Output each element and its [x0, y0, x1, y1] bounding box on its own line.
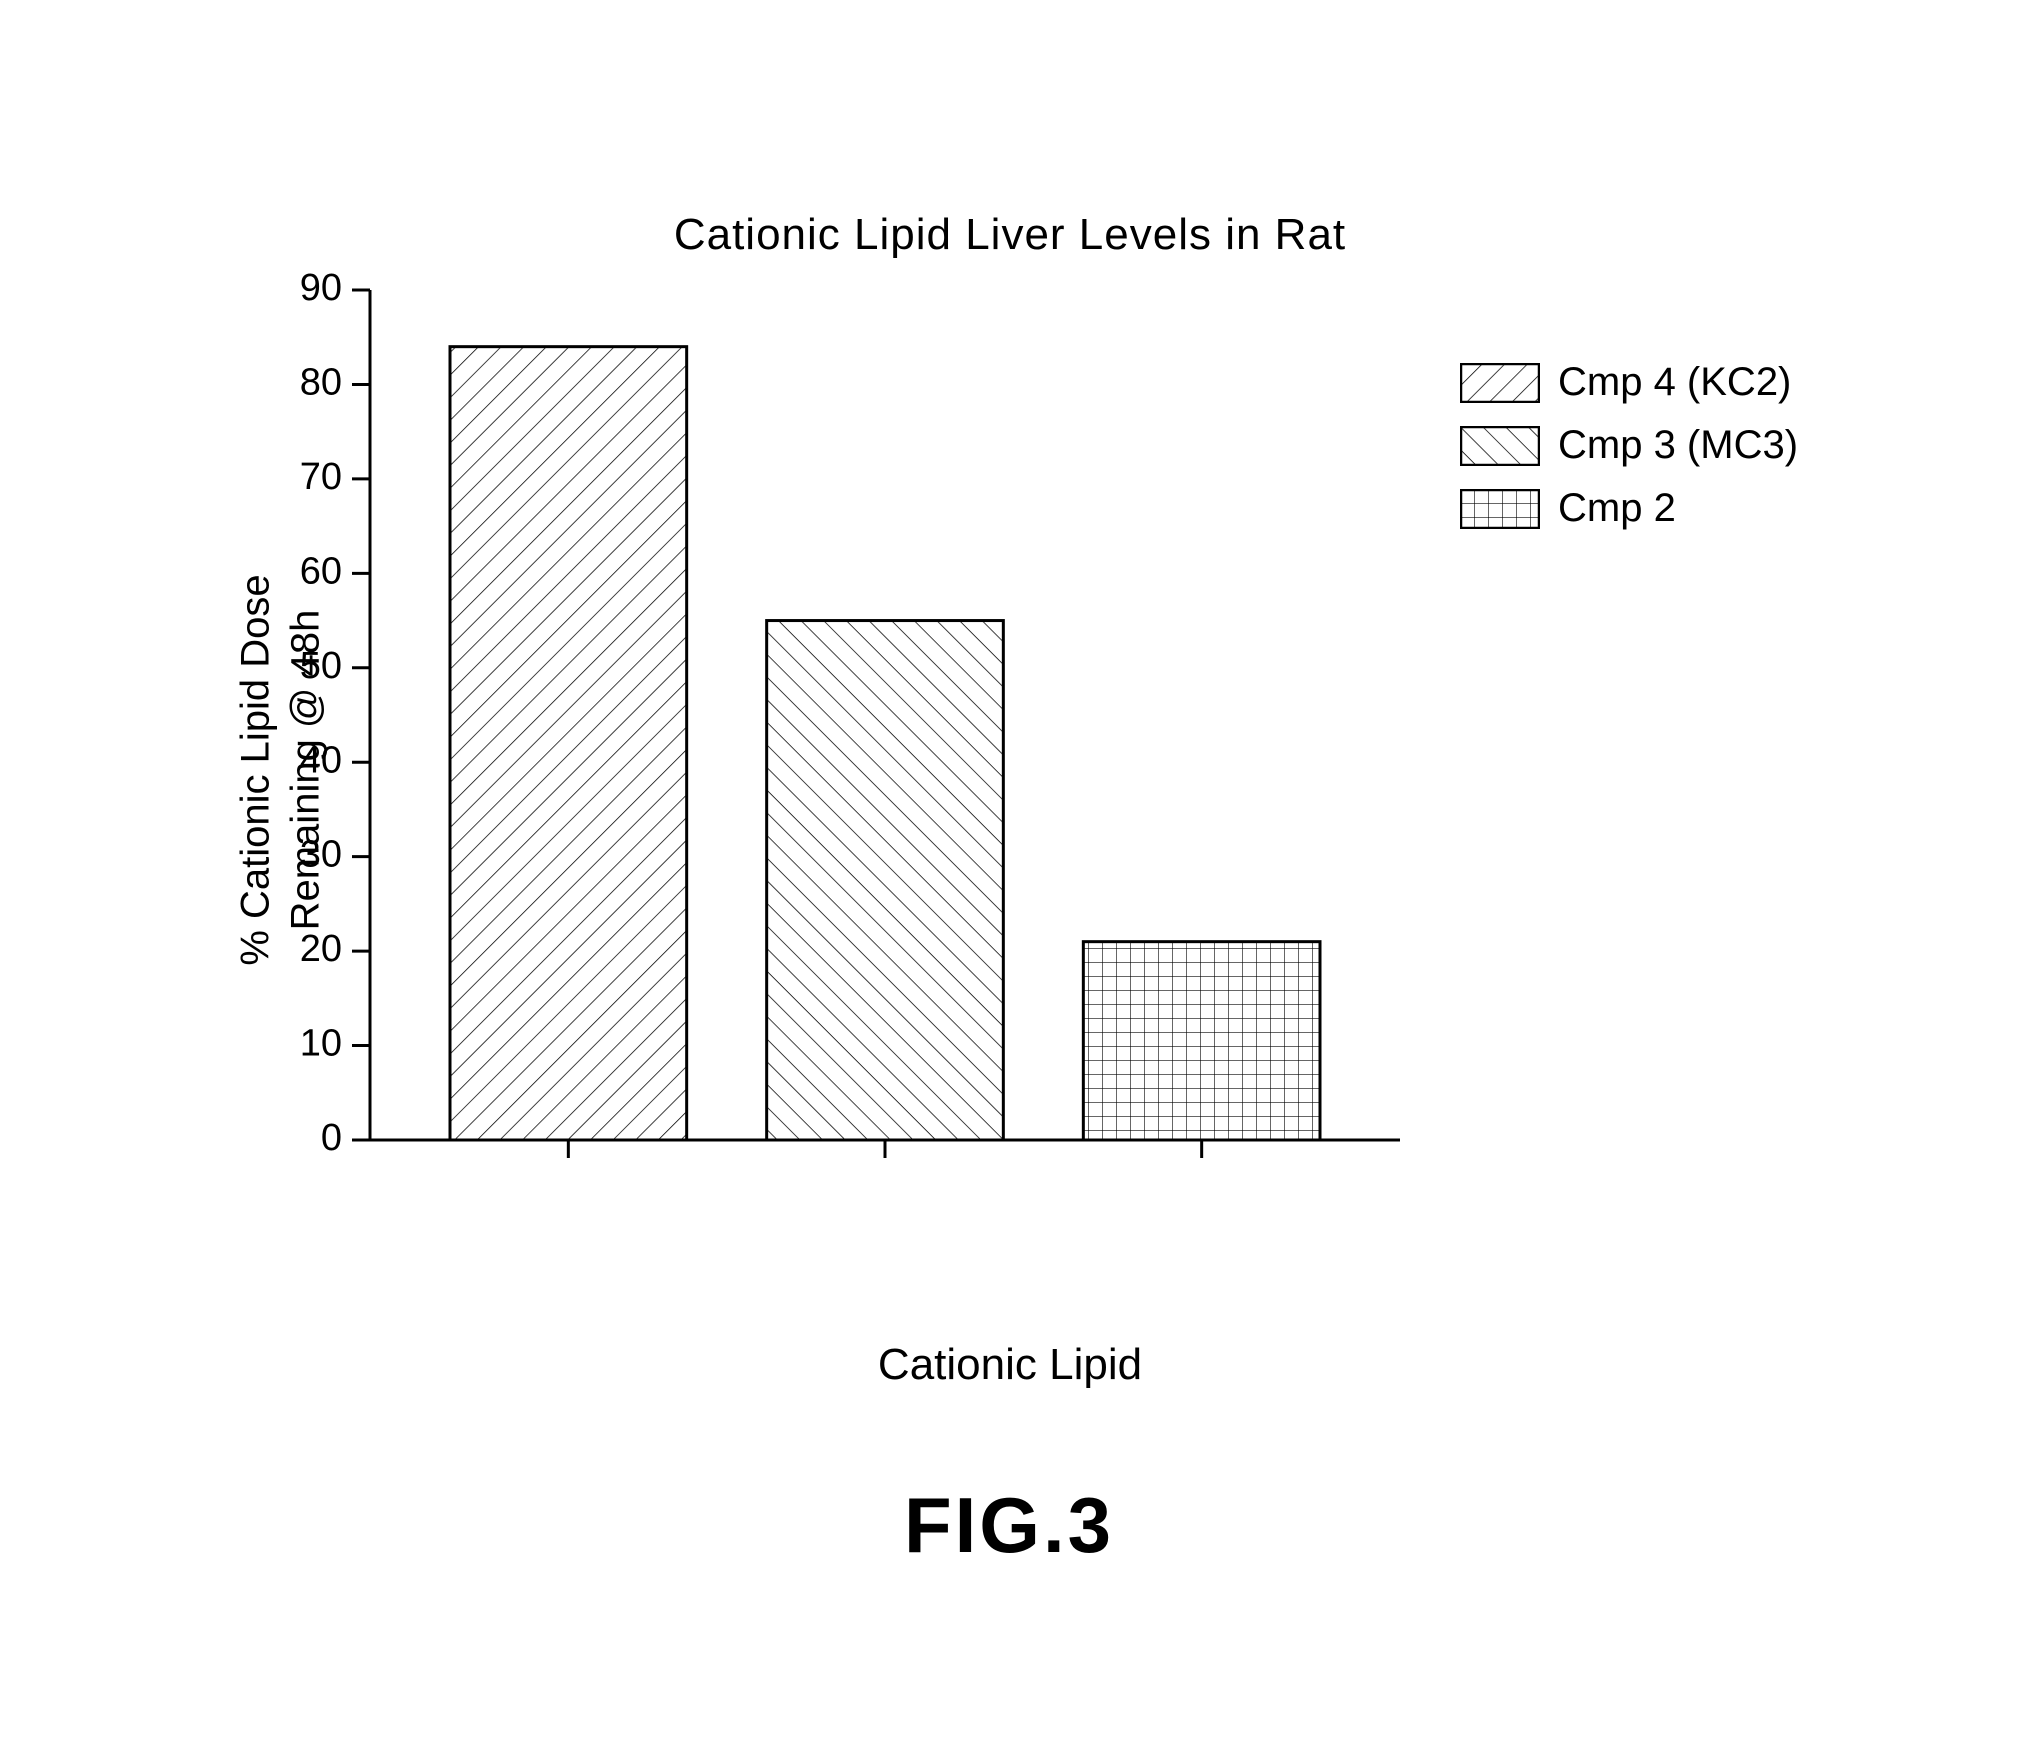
y-axis-label-line1: % Cationic Lipid Dose [234, 574, 278, 965]
legend-label: Cmp 4 (KC2) [1558, 360, 1791, 405]
y-axis-label-line2: Remaining @ 48h [284, 610, 328, 931]
chart-title: Cationic Lipid Liver Levels in Rat [220, 210, 1800, 260]
y-tick-label: 70 [300, 456, 342, 498]
figure-caption: FIG.3 [0, 1480, 2018, 1571]
y-axis-label: % Cationic Lipid Dose Remaining @ 48h [231, 574, 331, 965]
y-tick-label: 90 [300, 267, 342, 309]
y-tick-label: 0 [321, 1117, 342, 1159]
y-tick-label: 10 [300, 1023, 342, 1065]
legend: Cmp 4 (KC2) Cmp 3 (MC3) Cmp 2 [1460, 360, 1798, 549]
legend-swatch [1460, 363, 1540, 403]
legend-label: Cmp 3 (MC3) [1558, 423, 1798, 468]
x-axis-label: Cationic Lipid [220, 1340, 1800, 1390]
y-tick-label: 80 [300, 361, 342, 403]
legend-label: Cmp 2 [1558, 486, 1676, 531]
legend-item: Cmp 4 (KC2) [1460, 360, 1798, 405]
legend-item: Cmp 3 (MC3) [1460, 423, 1798, 468]
bar [450, 347, 687, 1140]
legend-item: Cmp 2 [1460, 486, 1798, 531]
bar [767, 621, 1004, 1140]
bar [1083, 942, 1320, 1140]
page: Cationic Lipid Liver Levels in Rat % Cat… [0, 0, 2018, 1744]
legend-swatch [1460, 489, 1540, 529]
legend-swatch [1460, 426, 1540, 466]
